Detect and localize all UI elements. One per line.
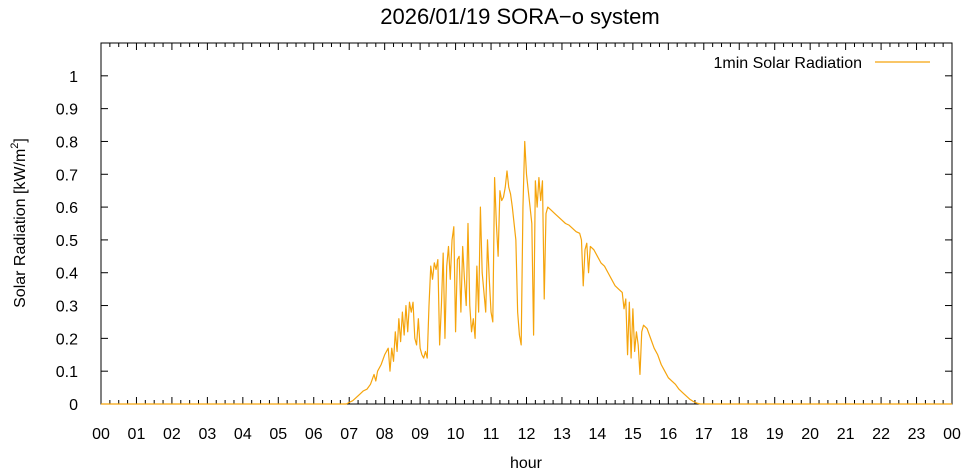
x-tick-label: 03 <box>198 426 216 443</box>
x-tick-label: 09 <box>411 426 429 443</box>
legend-label: 1min Solar Radiation <box>713 55 862 72</box>
x-tick-label: 11 <box>483 426 500 443</box>
y-tick-label: 0 <box>69 397 78 414</box>
y-tick-label: 0.8 <box>56 134 78 151</box>
x-tick-label: 01 <box>128 426 146 443</box>
y-tick-label: 1 <box>69 69 78 86</box>
x-tick-label: 21 <box>837 426 855 443</box>
y-axis-label: Solar Radiation [kW/m2] <box>9 138 29 308</box>
x-tick-label: 14 <box>589 426 607 443</box>
x-tick-label: 15 <box>624 426 642 443</box>
series-line-solar-radiation <box>101 140 952 405</box>
x-tick-label: 07 <box>340 426 358 443</box>
x-tick-label: 20 <box>801 426 819 443</box>
x-tick-label: 00 <box>943 426 961 443</box>
y-tick-label: 0.9 <box>56 102 78 119</box>
x-tick-label: 10 <box>447 426 465 443</box>
chart-title: 2026/01/19 SORA−o system <box>380 4 659 29</box>
x-tick-label: 23 <box>908 426 926 443</box>
y-tick-label: 0.7 <box>56 167 78 184</box>
y-tick-label: 0.4 <box>56 266 78 283</box>
y-tick-label: 0.2 <box>56 331 78 348</box>
series-layer <box>101 140 952 405</box>
y-tick-label: 0.3 <box>56 299 78 316</box>
y-tick-label: 0.5 <box>56 233 78 250</box>
x-tick-label: 05 <box>269 426 287 443</box>
x-tick-label: 22 <box>872 426 890 443</box>
x-tick-label: 16 <box>659 426 677 443</box>
legend: 1min Solar Radiation <box>713 55 930 72</box>
y-tick-label: 0.1 <box>56 364 78 381</box>
x-tick-label: 18 <box>730 426 748 443</box>
x-tick-label: 00 <box>92 426 110 443</box>
y-tick-label: 0.6 <box>56 200 78 217</box>
x-tick-label: 13 <box>553 426 571 443</box>
y-axis-label-superscript: 2 <box>9 143 21 149</box>
plot-frame <box>100 42 953 405</box>
x-tick-label: 02 <box>163 426 181 443</box>
x-tick-label: 08 <box>376 426 394 443</box>
x-tick-label: 17 <box>695 426 713 443</box>
x-tick-label: 12 <box>518 426 536 443</box>
x-axis: 00 01 02 03 04 05 06 07 08 09 10 11 12 13 14 15 16 17 18 19… <box>92 43 961 443</box>
x-axis-label: hour <box>510 455 543 471</box>
x-tick-label: 06 <box>305 426 323 443</box>
y-axis: 0 0.1 0.2 0.3 0.4 0.5 0.6 0.7 0.8 0.9 1 <box>56 69 952 414</box>
x-tick-label: 19 <box>766 426 784 443</box>
x-tick-label: 04 <box>234 426 252 443</box>
